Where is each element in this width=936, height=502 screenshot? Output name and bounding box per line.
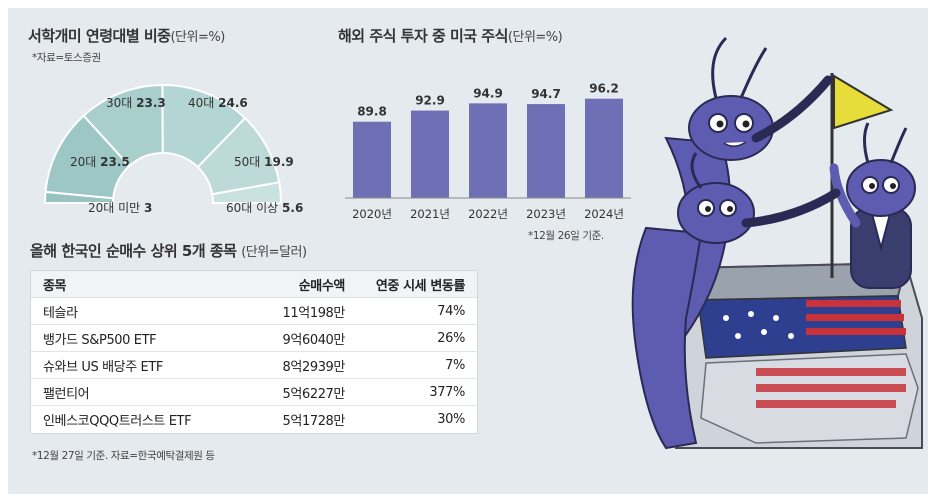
- cell-stock: 뱅가드 S&P500 ETF: [43, 332, 157, 348]
- table-row: 팰런티어 5억6227만 377%: [31, 379, 477, 406]
- donut-slice: [211, 181, 283, 204]
- bar-value-label: 94.7: [531, 87, 561, 101]
- header-stock: 종목: [43, 278, 67, 294]
- cell-change-rate: 26%: [437, 330, 465, 346]
- table-row: 테슬라 11억198만 74%: [31, 298, 477, 325]
- bar-value-label: 89.8: [357, 105, 387, 119]
- bar-value-label: 96.2: [589, 82, 619, 96]
- bar-category-label: 2023년: [526, 207, 566, 221]
- cell-net-buy: 11억198만: [282, 305, 346, 321]
- donut-label: 20대 23.5: [70, 155, 130, 169]
- cell-change-rate: 74%: [437, 303, 465, 319]
- age-chart-title-text: 서학개미 연령대별 비중: [28, 27, 171, 45]
- bar: [411, 110, 449, 198]
- ants-flag-illustration: [631, 36, 923, 450]
- bar: [353, 121, 391, 198]
- cell-net-buy: 8억2939만: [282, 359, 346, 375]
- cell-stock: 인베스코QQQ트러스트 ETF: [43, 414, 192, 429]
- table-unit: (단위=달러): [241, 245, 307, 260]
- us-bar-chart: 89.8 2020년 92.9 2021년 94.9 2022년 94.7 2023년 96.2…: [345, 82, 631, 221]
- cell-stock: 테슬라: [43, 305, 78, 321]
- header-change-rate: 연중 시세 변동률: [375, 278, 466, 294]
- cell-net-buy: 5억1728만: [282, 414, 346, 429]
- donut-label: 30대 23.3: [106, 96, 166, 110]
- donut-label: 50대 19.9: [234, 155, 294, 169]
- top-stocks-table: 종목 순매수액 연중 시세 변동률 테슬라 11억198만 74% 뱅가드 S&…: [30, 270, 478, 434]
- ant-middle: [631, 152, 841, 450]
- cell-change-rate: 377%: [429, 384, 465, 400]
- table-source-note: *12월 27일 기준. 자료=한국예탁결제원 등: [32, 450, 215, 462]
- cell-change-rate: 7%: [445, 357, 465, 373]
- bar: [469, 103, 507, 198]
- ant-right: [829, 122, 916, 289]
- us-chart-title-text: 해외 주식 투자 중 미국 주식: [338, 27, 508, 45]
- bar-value-label: 94.9: [473, 86, 503, 100]
- donut-label: 60대 이상 5.6: [226, 201, 303, 213]
- age-chart-title: 서학개미 연령대별 비중(단위=%): [28, 25, 225, 46]
- us-chart-note: *12월 26일 기준.: [528, 230, 604, 242]
- header-net-buy: 순매수액: [298, 278, 346, 294]
- age-donut-chart: 20대 미만 3 20대 23.5 30대 23.3 40대 24.6 50대 19.9…: [43, 83, 303, 213]
- bar-value-label: 92.9: [415, 94, 445, 108]
- us-chart-title: 해외 주식 투자 중 미국 주식(단위=%): [338, 25, 563, 46]
- us-chart-unit: (단위=%): [507, 30, 563, 45]
- bar-category-label: 2020년: [352, 207, 392, 221]
- flag-box: [664, 261, 923, 449]
- cell-net-buy: 9억6040만: [282, 332, 346, 348]
- table-header-row: 종목 순매수액 연중 시세 변동률: [31, 271, 477, 298]
- bar-category-label: 2024년: [584, 207, 624, 221]
- bar: [527, 104, 565, 198]
- cell-change-rate: 30%: [437, 412, 465, 427]
- bar-category-label: 2021년: [410, 207, 450, 221]
- table-row: 인베스코QQQ트러스트 ETF 5억1728만 30%: [31, 406, 477, 433]
- table-row: 뱅가드 S&P500 ETF 9억6040만 26%: [31, 325, 477, 352]
- age-chart-unit: (단위=%): [170, 30, 225, 45]
- table-title: 올해 한국인 순매수 상위 5개 종목 (단위=달러): [30, 240, 307, 261]
- bar: [585, 98, 623, 198]
- table-title-text: 올해 한국인 순매수 상위 5개 종목: [30, 242, 237, 260]
- bar-category-label: 2022년: [468, 207, 508, 221]
- donut-label: 20대 미만 3: [88, 201, 152, 213]
- donut-label: 40대 24.6: [188, 96, 248, 110]
- age-chart-source: *자료=토스증권: [32, 52, 101, 64]
- cell-stock: 슈와브 US 배당주 ETF: [43, 359, 163, 375]
- cell-stock: 팰런티어: [43, 386, 90, 402]
- table-row: 슈와브 US 배당주 ETF 8억2939만 7%: [31, 352, 477, 379]
- cell-net-buy: 5억6227만: [282, 386, 346, 402]
- infographic: 서학개미 연령대별 비중(단위=%) *자료=토스증권 20대 미만 3 20대 …: [8, 8, 928, 494]
